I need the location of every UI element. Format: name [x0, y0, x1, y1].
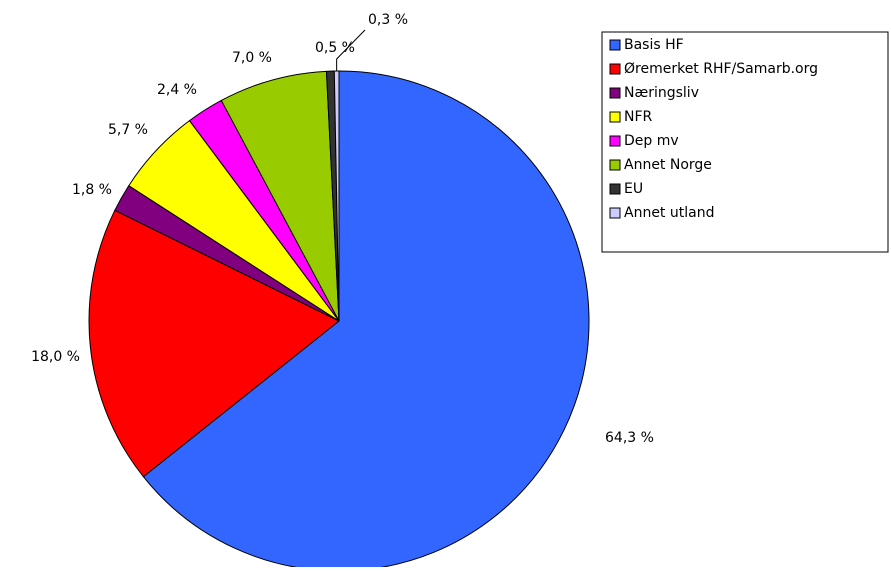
legend-label: Øremerket RHF/Samarb.org — [624, 61, 818, 77]
legend-swatch — [609, 135, 621, 147]
data-label: 2,4 % — [157, 82, 197, 98]
legend-label: NFR — [624, 109, 653, 125]
legend-swatch — [609, 183, 621, 195]
legend-swatch — [609, 87, 621, 99]
legend-label: Næringsliv — [624, 85, 699, 101]
legend-box — [601, 31, 889, 253]
slice — [220, 70, 340, 322]
slice — [142, 70, 590, 571]
leader-line — [336, 29, 366, 72]
data-label: 1,8 % — [72, 182, 112, 198]
legend-swatch — [609, 111, 621, 123]
legend-label: Basis HF — [624, 37, 684, 53]
data-label: 5,7 % — [108, 122, 148, 138]
legend-swatch — [609, 159, 621, 171]
legend-label: Annet utland — [624, 205, 714, 221]
legend-label: Dep mv — [624, 133, 679, 149]
pie — [88, 70, 590, 571]
legend-swatch — [609, 207, 621, 219]
legend-label: Annet Norge — [624, 157, 712, 173]
legend-swatch — [609, 39, 621, 51]
data-label: 18,0 % — [31, 349, 80, 365]
legend-swatch — [609, 63, 621, 75]
data-label: 7,0 % — [232, 50, 272, 66]
legend-label: EU — [624, 181, 643, 197]
data-label: 0,3 % — [368, 12, 408, 28]
data-label: 64,3 % — [605, 430, 654, 446]
data-label: 0,5 % — [315, 40, 355, 56]
slice — [88, 209, 340, 478]
